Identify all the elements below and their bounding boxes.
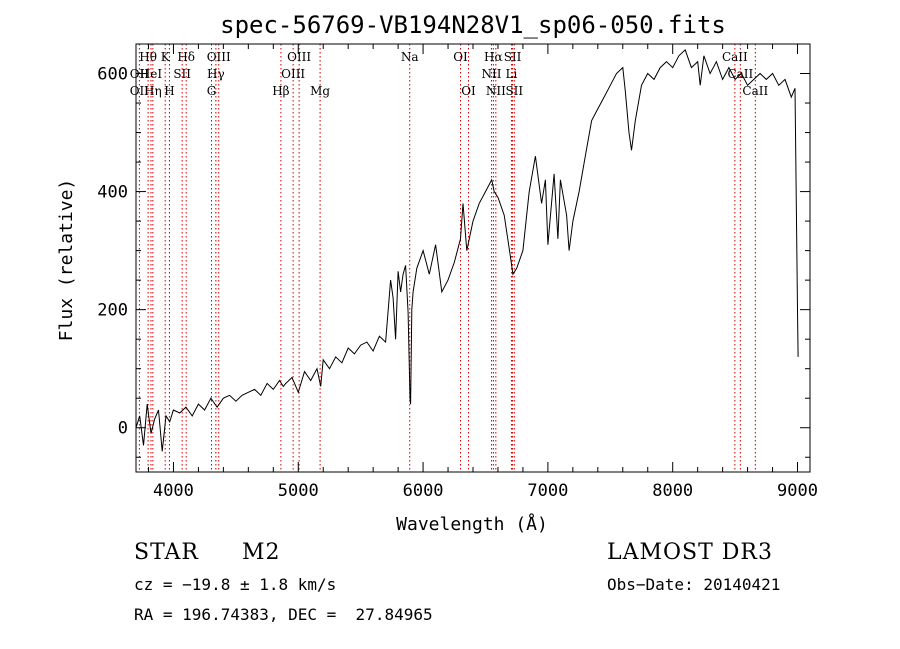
line-markers	[138, 44, 756, 472]
spectrum-line	[135, 49, 799, 452]
object-class: STAR	[134, 540, 199, 565]
line-label: HeI	[140, 67, 163, 81]
line-label: NII	[486, 84, 506, 98]
line-label: OI	[453, 50, 468, 64]
x-axis-label: Wavelength (Å)	[396, 513, 548, 535]
obs-date: Obs−Date: 20140421	[607, 575, 781, 594]
x-tick-label: 9000	[777, 481, 818, 501]
line-label: CaII	[727, 67, 753, 81]
line-label: Mg	[310, 84, 330, 98]
line-label: G	[207, 84, 217, 98]
axis-ticks	[136, 43, 810, 472]
line-label: Hδ	[177, 50, 195, 64]
line-label: SII	[505, 84, 523, 98]
line-label: K	[161, 50, 171, 64]
line-label: OII	[130, 84, 150, 98]
line-label: OIII	[207, 50, 231, 64]
line-label: SII	[504, 50, 522, 64]
y-tick-label: 600	[97, 65, 128, 85]
y-tick-label: 0	[118, 419, 128, 439]
line-label: Li	[506, 67, 518, 81]
redshift-cz: cz = −19.8 ± 1.8 km/s	[134, 575, 337, 594]
object-subclass: M2	[242, 540, 281, 565]
survey-name: LAMOST DR3	[607, 540, 773, 565]
line-label: CaII	[722, 50, 748, 64]
line-label: H	[164, 84, 174, 98]
line-label: Hα	[484, 50, 503, 64]
y-tick-label: 400	[97, 183, 128, 203]
x-tick-label: 4000	[153, 481, 194, 501]
line-label: Hη	[144, 84, 162, 98]
line-label: Hβ	[272, 84, 289, 98]
coordinates: RA = 196.74383, DEC = 27.84965	[134, 605, 433, 624]
line-label: SII	[173, 67, 191, 81]
x-tick-label: 6000	[403, 481, 444, 501]
x-tick-label: 8000	[652, 481, 693, 501]
line-label: Hγ	[207, 67, 225, 81]
line-label: OIII	[281, 67, 305, 81]
line-label: OII	[130, 67, 150, 81]
line-label: Hθ	[139, 50, 157, 64]
y-axis-label: Flux (relative)	[56, 179, 77, 342]
chart-title: spec-56769-VB194N28V1_sp06-050.fits	[220, 11, 726, 39]
x-tick-label: 5000	[278, 481, 319, 501]
plot-frame	[135, 43, 811, 473]
line-label: OIII	[287, 50, 311, 64]
x-tick-label: 7000	[527, 481, 568, 501]
y-tick-label: 200	[97, 301, 128, 321]
line-label: Na	[401, 50, 419, 64]
line-label: CaII	[742, 84, 768, 98]
line-label: OI	[461, 84, 476, 98]
line-label: NII	[481, 67, 501, 81]
axis-tick-labels: 4000 5000 6000 7000 8000 9000 0 200 400 600	[97, 65, 818, 501]
